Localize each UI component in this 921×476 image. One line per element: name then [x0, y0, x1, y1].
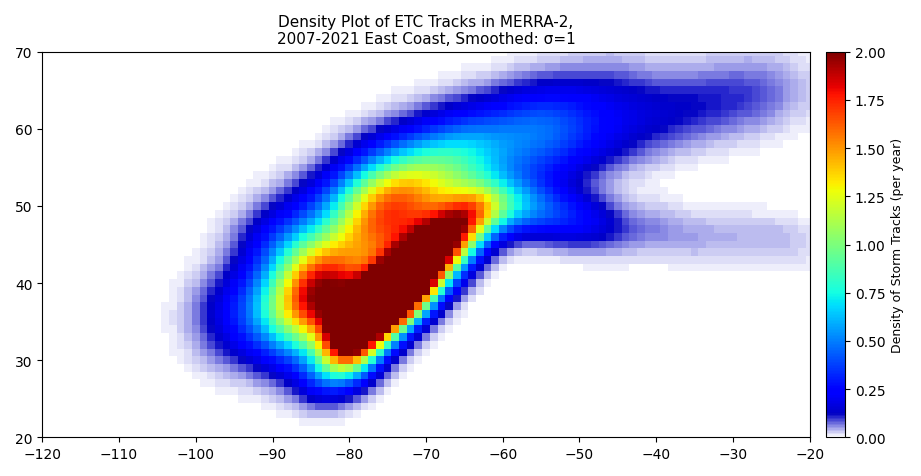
Y-axis label: Density of Storm Tracks (per year): Density of Storm Tracks (per year)	[892, 138, 904, 352]
Title: Density Plot of ETC Tracks in MERRA-2,
2007-2021 East Coast, Smoothed: σ=1: Density Plot of ETC Tracks in MERRA-2, 2…	[276, 15, 576, 47]
